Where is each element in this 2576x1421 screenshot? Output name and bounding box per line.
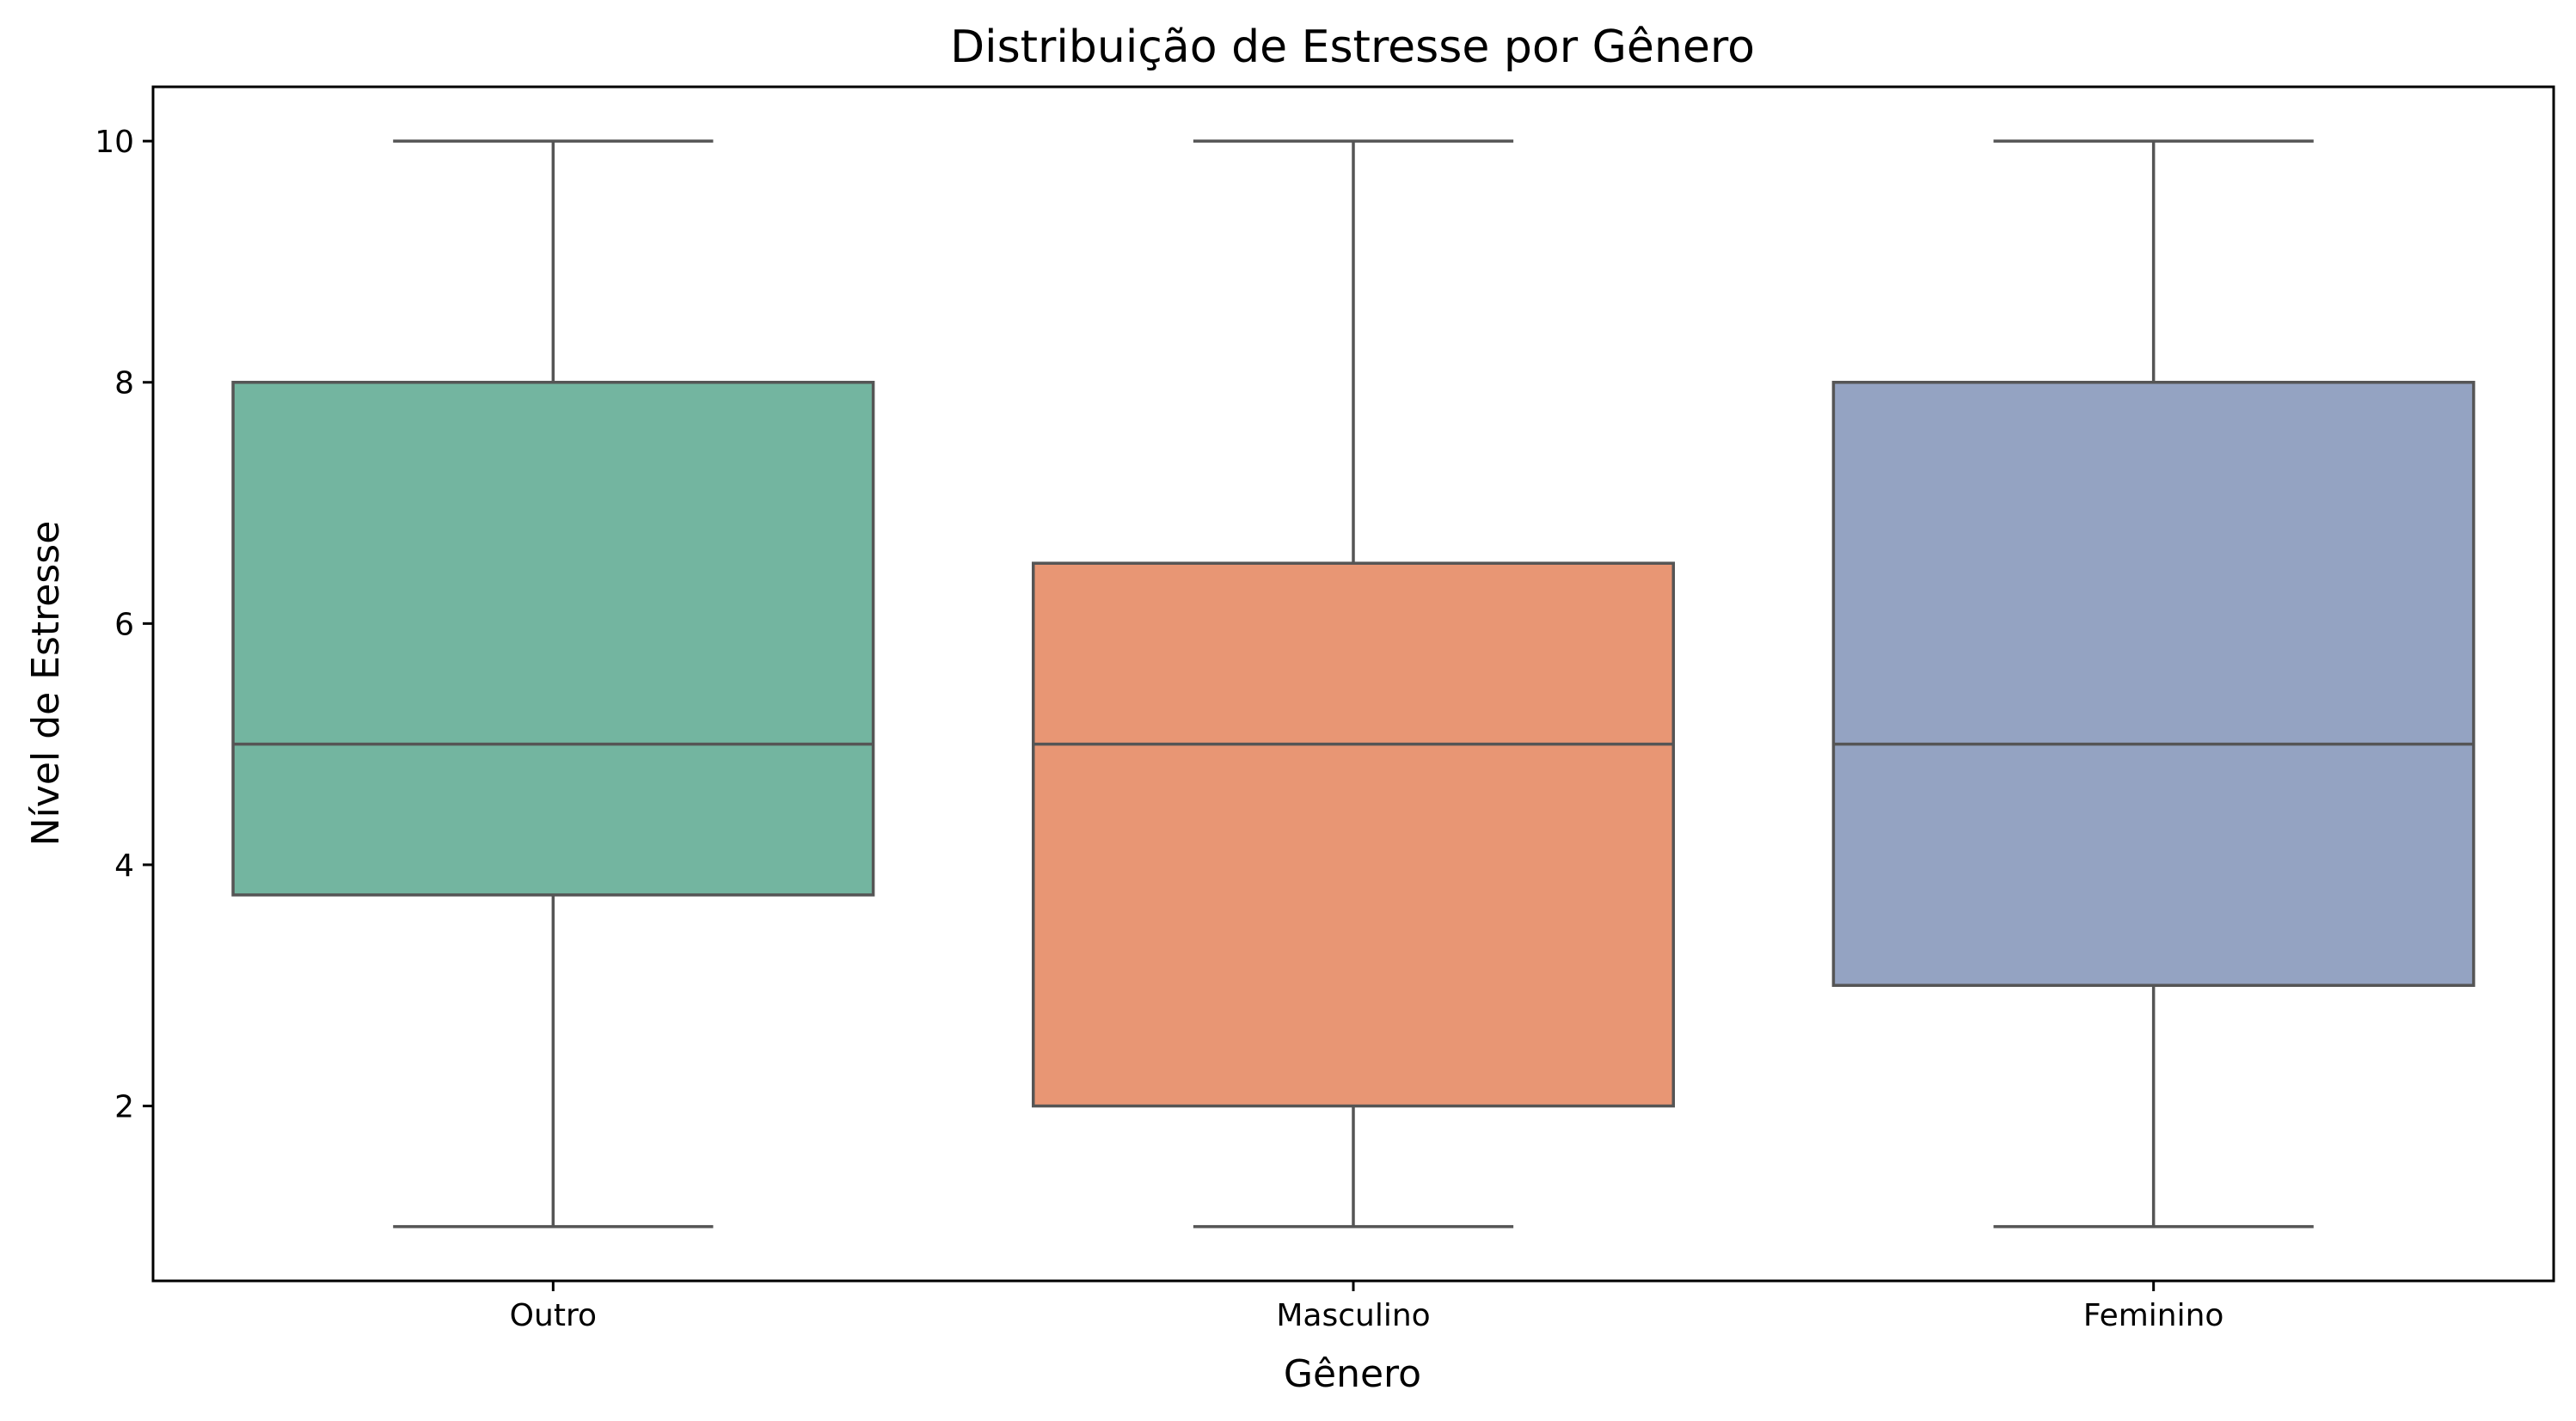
y-tick-label-2: 2 [114,1090,134,1125]
iqr-box-outro [231,380,875,897]
y-tick-label-10: 10 [95,125,134,160]
y-tick-label-6: 6 [114,607,134,642]
iqr-box-masculino [1031,561,1676,1108]
x-axis: Outro Masculino Feminino [510,1281,2224,1333]
x-tick-label-feminino: Feminino [2083,1298,2224,1333]
x-tick-label-masculino: Masculino [1276,1298,1430,1333]
chart-title: Distribuição de Estresse por Gênero [950,21,1755,73]
box-outro [231,139,875,1228]
y-tick-label-4: 4 [114,848,134,884]
x-axis-label: Gênero [1284,1352,1421,1396]
y-tick-label-8: 8 [114,366,134,401]
box-masculino [1031,139,1676,1228]
y-axis-label: Nível de Estresse [24,521,68,847]
y-axis: 2 4 6 8 10 [95,125,153,1125]
box-feminino [1831,139,2475,1228]
plot-area [231,139,2475,1228]
x-tick-label-outro: Outro [510,1298,597,1333]
iqr-box-feminino [1831,380,2475,988]
